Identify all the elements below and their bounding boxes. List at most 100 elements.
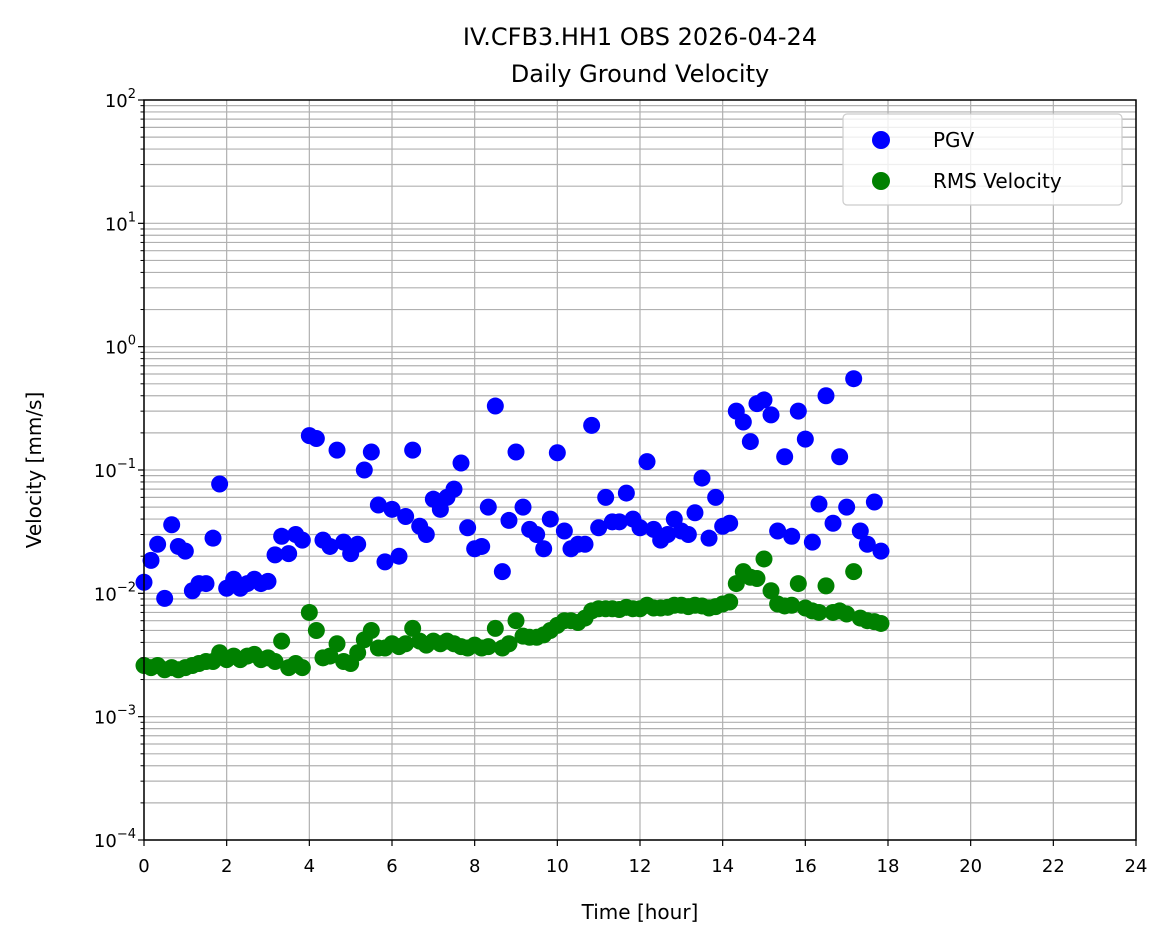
data-point — [500, 511, 518, 529]
data-point — [576, 535, 594, 553]
data-point — [417, 525, 435, 543]
data-point — [307, 621, 325, 639]
y-tick-exponent: 2 — [128, 87, 136, 102]
y-tick-base: 10 — [105, 91, 128, 112]
data-point — [369, 496, 387, 514]
data-point — [617, 484, 635, 502]
data-point — [473, 537, 491, 555]
data-point — [748, 569, 766, 587]
data-point — [204, 529, 222, 547]
data-point — [783, 596, 801, 614]
data-point — [362, 443, 380, 461]
data-point — [769, 522, 787, 540]
y-tick-base: 10 — [105, 338, 128, 359]
y-tick-label: 10−1 — [94, 457, 136, 482]
data-point — [776, 448, 794, 466]
x-tick-label: 20 — [959, 856, 982, 877]
data-point — [535, 540, 553, 558]
data-point — [328, 635, 346, 653]
legend-marker-pgv — [872, 131, 890, 149]
y-tick-label: 10−2 — [94, 580, 136, 605]
data-point — [659, 525, 677, 543]
chart-subtitle: Daily Ground Velocity — [511, 60, 769, 88]
y-tick-label: 10−4 — [94, 827, 136, 852]
y-tick-base: 10 — [94, 584, 117, 605]
data-point — [156, 589, 174, 607]
data-point — [548, 444, 566, 462]
data-point — [486, 397, 504, 415]
y-tick-exponent: −1 — [117, 457, 136, 472]
y-tick-exponent: −3 — [117, 704, 136, 719]
data-point — [810, 603, 828, 621]
data-points — [135, 370, 890, 679]
data-point — [597, 488, 615, 506]
data-point — [397, 507, 415, 525]
data-point — [817, 387, 835, 405]
data-point — [845, 563, 863, 581]
data-point — [293, 659, 311, 677]
y-tick-exponent: 1 — [128, 210, 136, 225]
data-point — [507, 612, 525, 630]
data-point — [583, 416, 601, 434]
data-point — [349, 535, 367, 553]
data-point — [293, 531, 311, 549]
data-point — [259, 572, 277, 590]
data-point — [149, 535, 167, 553]
y-tick-label: 10−3 — [94, 704, 136, 729]
data-point — [266, 546, 284, 564]
data-point — [479, 498, 497, 516]
y-tick-base: 10 — [94, 461, 117, 482]
x-tick-label: 4 — [304, 856, 315, 877]
data-point — [721, 514, 739, 532]
data-point — [273, 632, 291, 650]
y-tick-exponent: 0 — [128, 334, 136, 349]
data-point — [865, 493, 883, 511]
y-tick-base: 10 — [94, 708, 117, 729]
data-point — [803, 533, 821, 551]
legend-box — [842, 113, 1123, 206]
data-point — [355, 461, 373, 479]
data-point — [459, 519, 477, 537]
data-point — [541, 510, 559, 528]
data-point — [686, 504, 704, 522]
data-point — [280, 545, 298, 563]
data-point — [404, 619, 422, 637]
y-tick-label: 102 — [105, 87, 136, 112]
data-point — [700, 529, 718, 547]
y-tick-label: 100 — [105, 334, 136, 359]
data-point — [783, 527, 801, 545]
y-axis-label: Velocity [mm/s] — [22, 392, 46, 549]
data-point — [197, 575, 215, 593]
data-point — [514, 498, 532, 516]
data-point — [631, 519, 649, 537]
series-pgv — [135, 370, 890, 607]
data-point — [376, 553, 394, 571]
y-tick-exponent: −4 — [117, 827, 136, 842]
x-tick-label: 14 — [711, 856, 734, 877]
x-axis-label: Time [hour] — [581, 900, 699, 924]
chart-title: IV.CFB3.HH1 OBS 2026-04-24 — [463, 23, 817, 51]
data-point — [273, 527, 291, 545]
data-point — [362, 621, 380, 639]
data-point — [707, 488, 725, 506]
data-point — [321, 537, 339, 555]
data-point — [796, 430, 814, 448]
x-tick-label: 2 — [221, 856, 232, 877]
axis-ticks: 0 2 4 6 8 10 12 14 16 18 20 22 2410−410−310−210−1100… — [94, 87, 1148, 877]
data-point — [610, 513, 628, 531]
x-tick-label: 18 — [877, 856, 900, 877]
data-point — [831, 448, 849, 466]
series-rms-velocity — [135, 550, 890, 679]
y-tick-exponent: −2 — [117, 580, 136, 595]
data-point — [693, 469, 711, 487]
data-point — [734, 413, 752, 431]
data-point — [845, 370, 863, 388]
data-point — [300, 603, 318, 621]
data-point — [810, 495, 828, 513]
data-point — [789, 402, 807, 420]
data-point — [163, 516, 181, 534]
grid-lines — [143, 100, 1137, 841]
data-point — [789, 575, 807, 593]
data-point — [328, 441, 346, 459]
x-tick-label: 12 — [629, 856, 652, 877]
